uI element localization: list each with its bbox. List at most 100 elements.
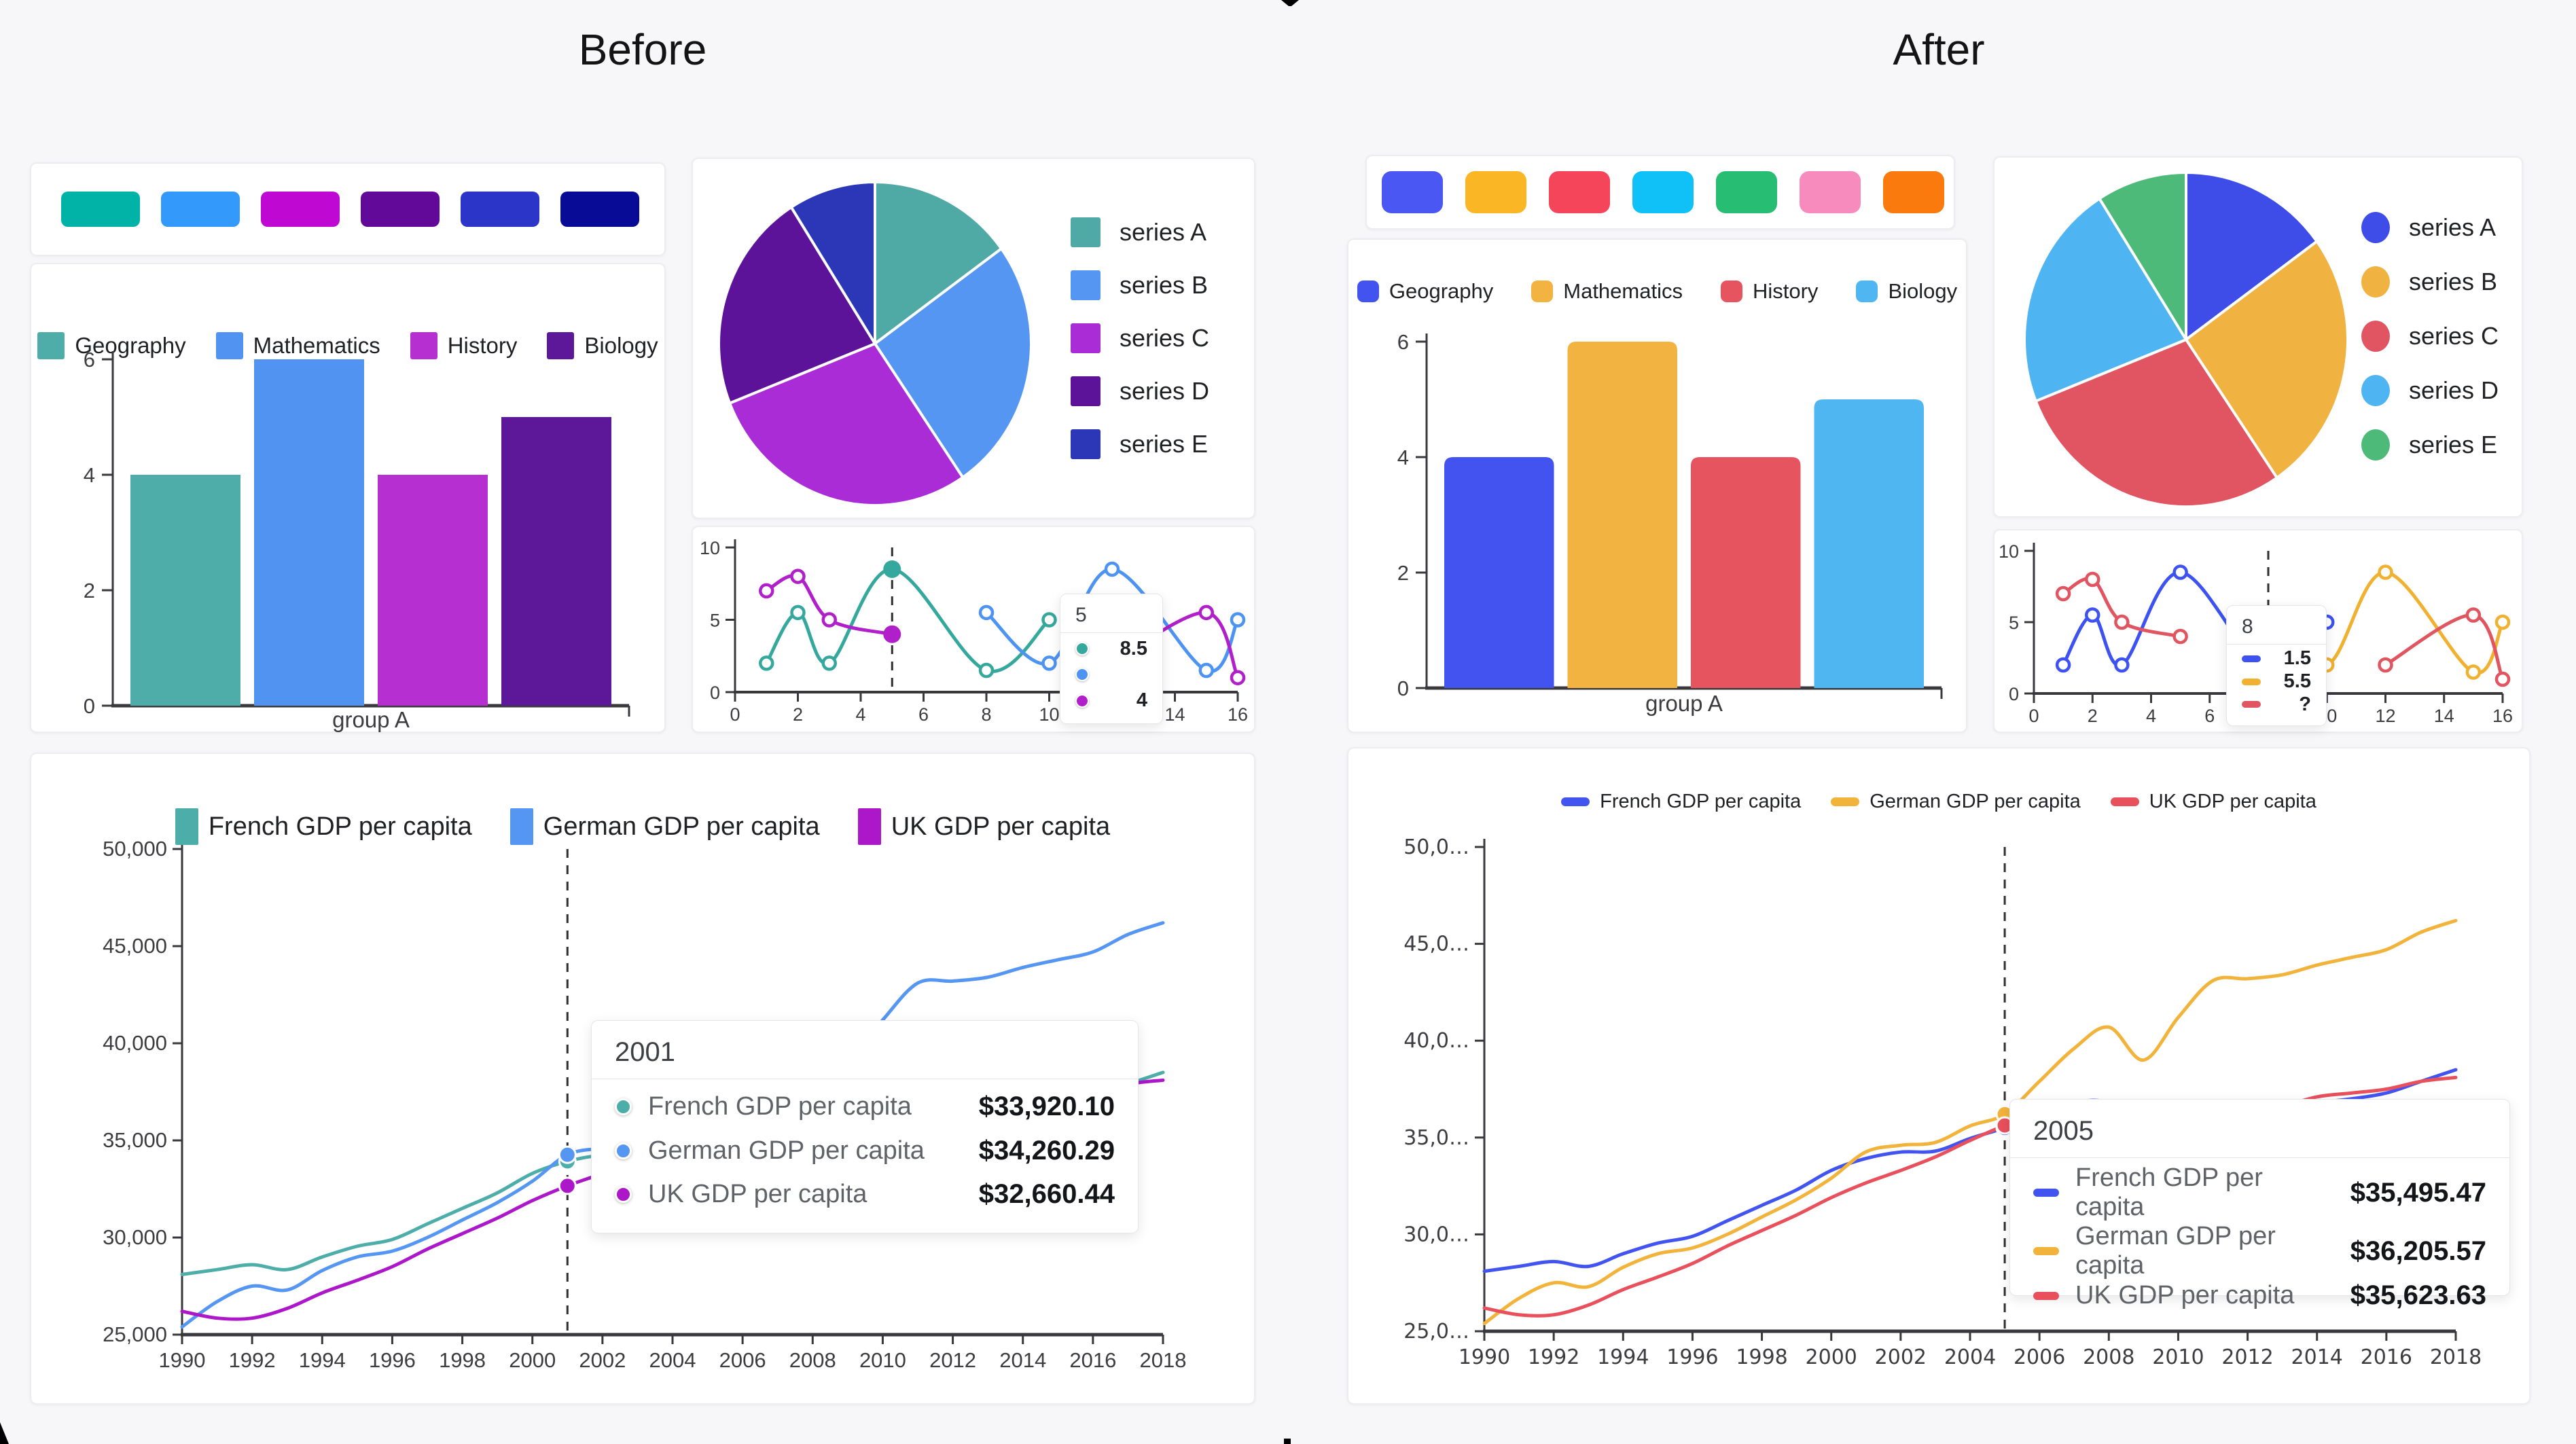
legend-item[interactable]: Geography [1357, 279, 1493, 304]
legend-item[interactable]: series D [2361, 375, 2499, 406]
tooltip-series-marker-icon [2242, 701, 2261, 708]
x-tick-label: 2018 [1140, 1348, 1187, 1372]
bar-biology[interactable] [1814, 399, 1925, 688]
bar-geography[interactable] [130, 475, 240, 706]
tooltip-row: UK GDP per capita $35,623.63 [2033, 1280, 2486, 1311]
palette-color-swatch [1549, 171, 1610, 213]
legend-item[interactable]: series B [1071, 270, 1208, 300]
highlighted-data-point [883, 625, 901, 643]
legend-item[interactable]: History [1720, 279, 1819, 304]
pie-slice-series-C[interactable] [728, 342, 965, 507]
legend-item[interactable]: Mathematics [215, 332, 380, 359]
y-tick-label: 45,000 [103, 934, 167, 958]
x-tick-label: 2016 [1069, 1348, 1116, 1372]
bar-mathematics[interactable] [254, 359, 364, 706]
legend-item[interactable]: UK GDP per capita [2110, 791, 2316, 813]
bar-mathematics[interactable] [1567, 342, 1678, 688]
series-line-german-gdp-per-capita [1482, 918, 2458, 1326]
legend-item[interactable]: German GDP per capita [1831, 791, 2081, 813]
legend-item[interactable]: series D [1071, 376, 1209, 406]
data-point [2494, 614, 2511, 630]
tooltip-divider [1060, 632, 1162, 633]
legend-item[interactable]: Biology [1856, 279, 1957, 304]
y-tick-label: 40,000 [103, 1031, 167, 1055]
palette-color-swatch [1883, 171, 1944, 213]
pie-slice-series-D[interactable] [717, 206, 876, 405]
legend-item[interactable]: German GDP per capita [509, 808, 820, 845]
legend-item[interactable]: French GDP per capita [175, 808, 472, 845]
tooltip-row: French GDP per capita $35,495.47 [2033, 1163, 2486, 1222]
tooltip-row: French GDP per capita $33,920.10 [615, 1085, 1115, 1129]
x-tick-label: 0 [730, 704, 740, 725]
legend-item[interactable]: series B [2361, 266, 2497, 297]
legend-label: series B [1120, 271, 1209, 299]
series-line-series-1 [764, 567, 1051, 673]
legend-label: series D [2409, 376, 2499, 404]
legend-marker-icon [1831, 797, 1860, 806]
legend-item[interactable]: series C [2361, 321, 2499, 352]
before-gdp-chart-card: 25,000 30,000 35,000 40,000 45,000 50,000 1990… [30, 753, 1255, 1405]
legend-label: History [1752, 279, 1819, 303]
pie-slice-series-A[interactable] [2185, 171, 2319, 341]
tooltip-value: 8.5 [1120, 637, 1147, 660]
x-tick-label: 2014 [999, 1348, 1046, 1372]
bar-geography[interactable] [1444, 457, 1554, 688]
x-tick-label: 8 [981, 704, 991, 725]
tooltip-row: 4 [1075, 688, 1147, 714]
y-tick-label: 50,000 [103, 837, 167, 861]
pie-slice-series-E[interactable] [789, 181, 876, 345]
bar-biology[interactable] [501, 417, 611, 706]
x-tick-label: 4 [855, 704, 865, 725]
legend-item[interactable]: series E [2361, 429, 2497, 461]
legend-item[interactable]: series E [1071, 429, 1208, 459]
legend-item[interactable]: series A [2361, 212, 2496, 243]
pie-slice-series-A[interactable] [874, 181, 1003, 345]
tooltip-series-marker-icon [2033, 1247, 2059, 1255]
legend-item[interactable]: Geography [37, 332, 186, 359]
x-tick-label: 2006 [2014, 1346, 2065, 1369]
highlighted-data-point [558, 1145, 577, 1164]
y-tick-label: 30,000 [103, 1225, 167, 1249]
legend-marker-icon [2361, 375, 2390, 406]
legend-item[interactable]: French GDP per capita [1561, 791, 1801, 813]
y-tick-label: 0 [1397, 676, 1409, 700]
x-tick-label: 2000 [509, 1348, 556, 1372]
legend-marker-icon [2361, 321, 2390, 352]
legend-item[interactable]: Mathematics [1531, 279, 1683, 304]
data-point [978, 604, 995, 621]
tooltip-row: 5.5 [2242, 670, 2311, 693]
legend-marker-icon [1071, 270, 1101, 300]
before-small-line-chart-card: 0510024681012141658.54 [692, 526, 1255, 733]
x-tick-label: 1996 [369, 1348, 416, 1372]
pie-slice-series-D[interactable] [2023, 197, 2187, 403]
pie-slice-series-B[interactable] [874, 247, 1033, 479]
data-point [821, 655, 837, 671]
data-point [2494, 671, 2511, 687]
legend-label: series E [2409, 431, 2498, 458]
x-tick-label: 14 [1164, 704, 1185, 725]
highlighted-data-point [558, 1176, 577, 1195]
tooltip: 5 8.5 4 [1060, 594, 1163, 724]
legend-item[interactable]: UK GDP per capita [857, 808, 1110, 845]
legend-label: series C [1120, 324, 1210, 352]
legend-item[interactable]: Biology [547, 332, 658, 359]
y-tick-label: 25,000 [103, 1322, 167, 1346]
x-tick-label: 1996 [1666, 1346, 1718, 1369]
pie-slice-series-C[interactable] [2034, 338, 2278, 508]
bar-history[interactable] [1691, 457, 1801, 688]
pie-slice-series-B[interactable] [2185, 240, 2349, 480]
legend-item[interactable]: History [410, 332, 517, 359]
legend-marker-icon [1071, 376, 1101, 406]
bar-history[interactable] [378, 475, 488, 706]
legend-item[interactable]: series C [1071, 323, 1209, 353]
before-pie-chart-card: series A series B series C series D series E [692, 158, 1255, 519]
x-tick-label: 1998 [439, 1348, 486, 1372]
tooltip-series-marker-icon [1075, 693, 1089, 708]
legend-item[interactable]: series A [1071, 217, 1206, 247]
legend-marker-icon [1531, 281, 1554, 302]
tooltip-divider [2227, 644, 2326, 645]
pie-slice-series-E[interactable] [2098, 171, 2187, 341]
tooltip-header: 2005 [2033, 1116, 2094, 1146]
x-tick-label: 2004 [649, 1348, 696, 1372]
legend-marker-icon [2110, 797, 2139, 806]
